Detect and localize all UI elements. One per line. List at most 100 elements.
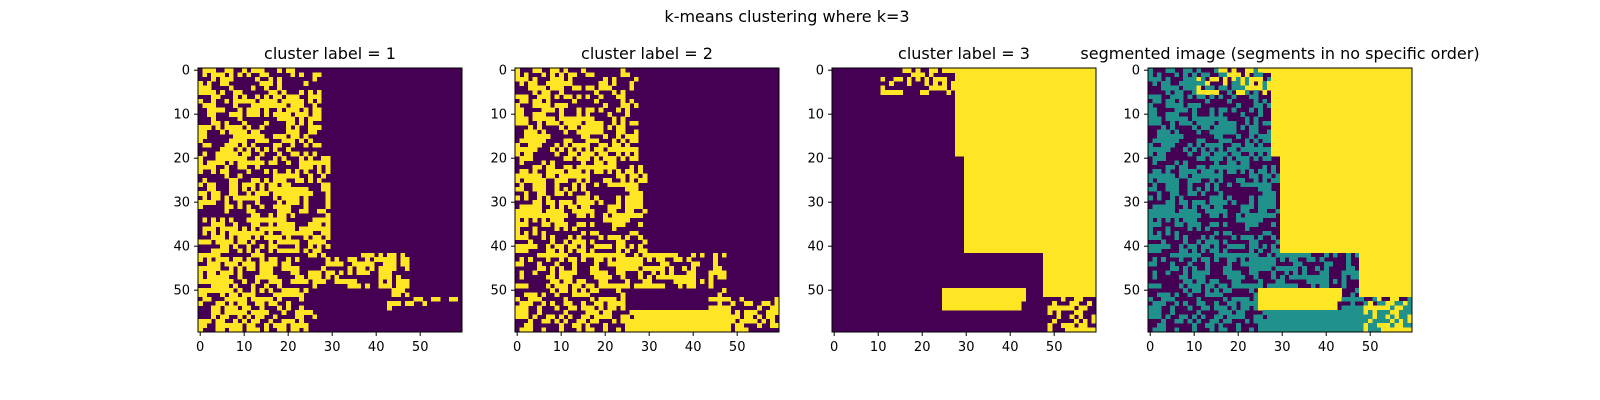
heatmap-cell (1275, 125, 1281, 130)
heatmap-cell (519, 327, 525, 333)
heatmap-cell (242, 301, 247, 306)
heatmap-cell (519, 160, 525, 166)
heatmap-cell (594, 147, 599, 152)
heatmap-cell (228, 72, 234, 78)
heatmap-cell (1280, 169, 1285, 174)
heatmap-cell (523, 191, 529, 196)
heatmap-cell (994, 90, 1000, 95)
heatmap-cell (1165, 116, 1171, 122)
heatmap-cell (1012, 292, 1018, 298)
heatmap-cell (1315, 142, 1320, 148)
heatmap-cell (1236, 142, 1241, 148)
heatmap-cell (581, 292, 586, 298)
heatmap-cell (1069, 186, 1075, 192)
heatmap-cell (1008, 222, 1013, 227)
heatmap-cell (977, 129, 982, 135)
heatmap-cell (541, 292, 547, 298)
heatmap-cell (616, 257, 621, 262)
heatmap-cell (1052, 292, 1057, 298)
heatmap-cell (554, 103, 560, 108)
heatmap-cell (1082, 204, 1088, 210)
heatmap-cell (281, 182, 287, 188)
heatmap-cell (1394, 90, 1400, 95)
heatmap-cell (1078, 191, 1084, 196)
heatmap-cell (1069, 226, 1075, 232)
heatmap-cell (1200, 147, 1206, 152)
heatmap-cell (946, 68, 952, 73)
heatmap-cell (1021, 244, 1026, 249)
heatmap-cell (986, 186, 991, 192)
heatmap-cell (255, 160, 260, 166)
heatmap-cell (567, 200, 573, 205)
heatmap-cell (647, 318, 652, 324)
heatmap-cell (1350, 160, 1356, 166)
heatmap-cell (264, 274, 269, 280)
heatmap-cell (1319, 129, 1325, 135)
heatmap-cell (1030, 107, 1035, 113)
heatmap-cell (559, 204, 564, 210)
heatmap-cell (1003, 182, 1009, 188)
heatmap-cell (1082, 213, 1088, 218)
heatmap-cell (290, 191, 296, 196)
heatmap-cell (237, 200, 243, 205)
heatmap-cell (299, 279, 304, 284)
heatmap-cell (999, 226, 1004, 232)
heatmap-cell (959, 72, 965, 78)
heatmap-cell (277, 305, 282, 311)
heatmap-cell (1398, 160, 1404, 166)
heatmap-cell (268, 248, 274, 254)
heatmap-cell (1306, 151, 1312, 157)
heatmap-cell (1227, 160, 1232, 166)
heatmap-cell (1003, 68, 1009, 73)
heatmap-cell (1403, 112, 1408, 117)
heatmap-cell (1350, 156, 1356, 161)
heatmap-cell (1038, 208, 1044, 214)
heatmap-cell (1288, 169, 1294, 174)
heatmap-cell (1328, 85, 1334, 91)
heatmap-cell (1074, 235, 1079, 240)
heatmap-cell (215, 283, 221, 289)
x-tick-label: 30 (958, 340, 975, 355)
heatmap-cell (1297, 107, 1303, 113)
heatmap-cell (1178, 120, 1184, 126)
heatmap-cell (1047, 226, 1053, 232)
heatmap-cell (1231, 169, 1237, 174)
heatmap-cell (581, 182, 586, 188)
heatmap-cell (1030, 164, 1035, 170)
heatmap-cell (1192, 116, 1197, 122)
heatmap-cell (294, 169, 300, 174)
heatmap-cell (1328, 76, 1334, 82)
heatmap-cell (537, 112, 542, 117)
heatmap-cell (576, 248, 582, 254)
heatmap-cell (1187, 169, 1193, 174)
heatmap-cell (589, 222, 595, 227)
heatmap-cell (334, 279, 340, 284)
heatmap-cell (1403, 138, 1408, 144)
heatmap-cell (1052, 151, 1057, 157)
heatmap-cell (1060, 103, 1066, 108)
heatmap-cell (673, 252, 679, 258)
heatmap-cell (541, 129, 547, 135)
heatmap-cell (977, 301, 982, 306)
heatmap-cell (1082, 142, 1088, 148)
heatmap-cell (629, 261, 635, 267)
heatmap-cell (1047, 68, 1053, 73)
heatmap-cell (334, 257, 340, 262)
heatmap-cell (585, 292, 591, 298)
heatmap-cell (532, 226, 538, 232)
heatmap-cell (250, 112, 256, 117)
heatmap-cell (1390, 125, 1395, 130)
heatmap-cell (224, 323, 230, 328)
heatmap-cell (616, 301, 621, 306)
heatmap-cell (585, 72, 591, 78)
heatmap-cell (1196, 76, 1202, 82)
heatmap-cell (1034, 222, 1040, 227)
heatmap-cell (294, 186, 300, 192)
heatmap-cell (986, 94, 991, 100)
heatmap-cell (1354, 116, 1360, 122)
heatmap-cell (1078, 112, 1084, 117)
heatmap-cell (228, 239, 234, 245)
heatmap-cell (228, 76, 234, 82)
heatmap-cell (1021, 222, 1026, 227)
heatmap-cell (523, 147, 529, 152)
